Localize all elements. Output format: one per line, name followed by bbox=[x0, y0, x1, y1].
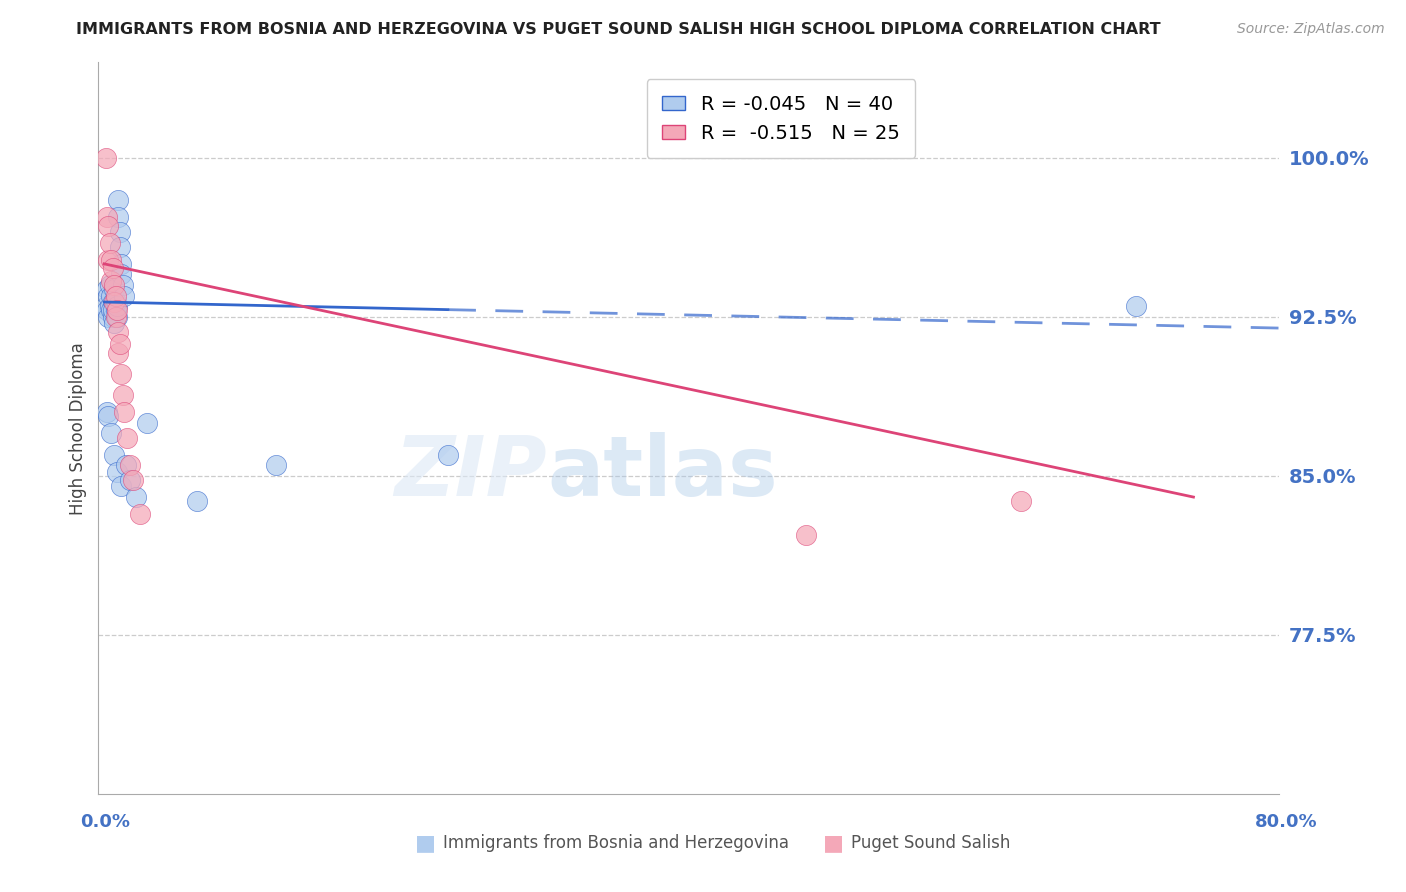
Point bbox=[110, 257, 132, 271]
Point bbox=[104, 295, 127, 310]
Point bbox=[103, 316, 125, 330]
Point bbox=[105, 310, 128, 324]
Text: ■: ■ bbox=[823, 833, 844, 853]
Point bbox=[110, 268, 132, 282]
Point bbox=[100, 288, 122, 302]
Point bbox=[107, 193, 129, 207]
Point bbox=[103, 448, 125, 462]
Text: Puget Sound Salish: Puget Sound Salish bbox=[851, 834, 1010, 852]
Point bbox=[103, 278, 125, 293]
Point bbox=[112, 288, 135, 302]
Point bbox=[110, 479, 132, 493]
Point bbox=[100, 252, 122, 267]
Point bbox=[121, 473, 143, 487]
Point bbox=[107, 325, 129, 339]
Point bbox=[1011, 494, 1033, 508]
Point bbox=[96, 303, 118, 318]
Point bbox=[97, 252, 120, 267]
Y-axis label: High School Diploma: High School Diploma bbox=[69, 342, 87, 515]
Point bbox=[264, 458, 287, 473]
Point bbox=[97, 219, 120, 233]
Point bbox=[105, 465, 128, 479]
Point bbox=[136, 416, 159, 430]
Point bbox=[101, 303, 124, 318]
Point bbox=[118, 473, 141, 487]
Point bbox=[108, 337, 131, 351]
Point bbox=[105, 303, 128, 318]
Point bbox=[103, 282, 125, 296]
Point bbox=[1125, 299, 1147, 313]
Point bbox=[105, 299, 128, 313]
Point bbox=[94, 151, 117, 165]
Point bbox=[101, 295, 124, 310]
Point bbox=[186, 494, 208, 508]
Text: ■: ■ bbox=[415, 833, 436, 853]
Point bbox=[104, 310, 127, 324]
Point bbox=[111, 278, 134, 293]
Legend: R = -0.045   N = 40, R =  -0.515   N = 25: R = -0.045 N = 40, R = -0.515 N = 25 bbox=[647, 79, 915, 158]
Point bbox=[125, 490, 148, 504]
Point bbox=[98, 235, 121, 250]
Text: Immigrants from Bosnia and Herzegovina: Immigrants from Bosnia and Herzegovina bbox=[443, 834, 789, 852]
Point bbox=[107, 346, 129, 360]
Point bbox=[796, 528, 818, 542]
Text: 80.0%: 80.0% bbox=[1256, 814, 1317, 831]
Point bbox=[114, 458, 136, 473]
Point bbox=[104, 303, 127, 318]
Point bbox=[101, 310, 124, 324]
Text: atlas: atlas bbox=[547, 432, 778, 513]
Point bbox=[111, 388, 134, 402]
Point bbox=[97, 310, 120, 324]
Point bbox=[94, 299, 117, 313]
Point bbox=[96, 282, 118, 296]
Text: 0.0%: 0.0% bbox=[80, 814, 131, 831]
Point bbox=[98, 278, 121, 293]
Point bbox=[110, 367, 132, 381]
Point bbox=[118, 458, 141, 473]
Text: ZIP: ZIP bbox=[395, 432, 547, 513]
Point bbox=[112, 405, 135, 419]
Point bbox=[96, 405, 118, 419]
Point bbox=[100, 303, 122, 318]
Point bbox=[97, 409, 120, 424]
Point bbox=[103, 295, 125, 310]
Point bbox=[104, 288, 127, 302]
Point bbox=[100, 426, 122, 441]
Point bbox=[97, 288, 120, 302]
Point bbox=[98, 299, 121, 313]
Point bbox=[101, 261, 124, 276]
Point bbox=[115, 431, 138, 445]
Point bbox=[129, 507, 152, 521]
Point bbox=[108, 225, 131, 239]
Point bbox=[107, 211, 129, 225]
Point bbox=[437, 448, 460, 462]
Point bbox=[108, 240, 131, 254]
Text: IMMIGRANTS FROM BOSNIA AND HERZEGOVINA VS PUGET SOUND SALISH HIGH SCHOOL DIPLOMA: IMMIGRANTS FROM BOSNIA AND HERZEGOVINA V… bbox=[76, 22, 1161, 37]
Point bbox=[100, 274, 122, 288]
Text: Source: ZipAtlas.com: Source: ZipAtlas.com bbox=[1237, 22, 1385, 37]
Point bbox=[96, 211, 118, 225]
